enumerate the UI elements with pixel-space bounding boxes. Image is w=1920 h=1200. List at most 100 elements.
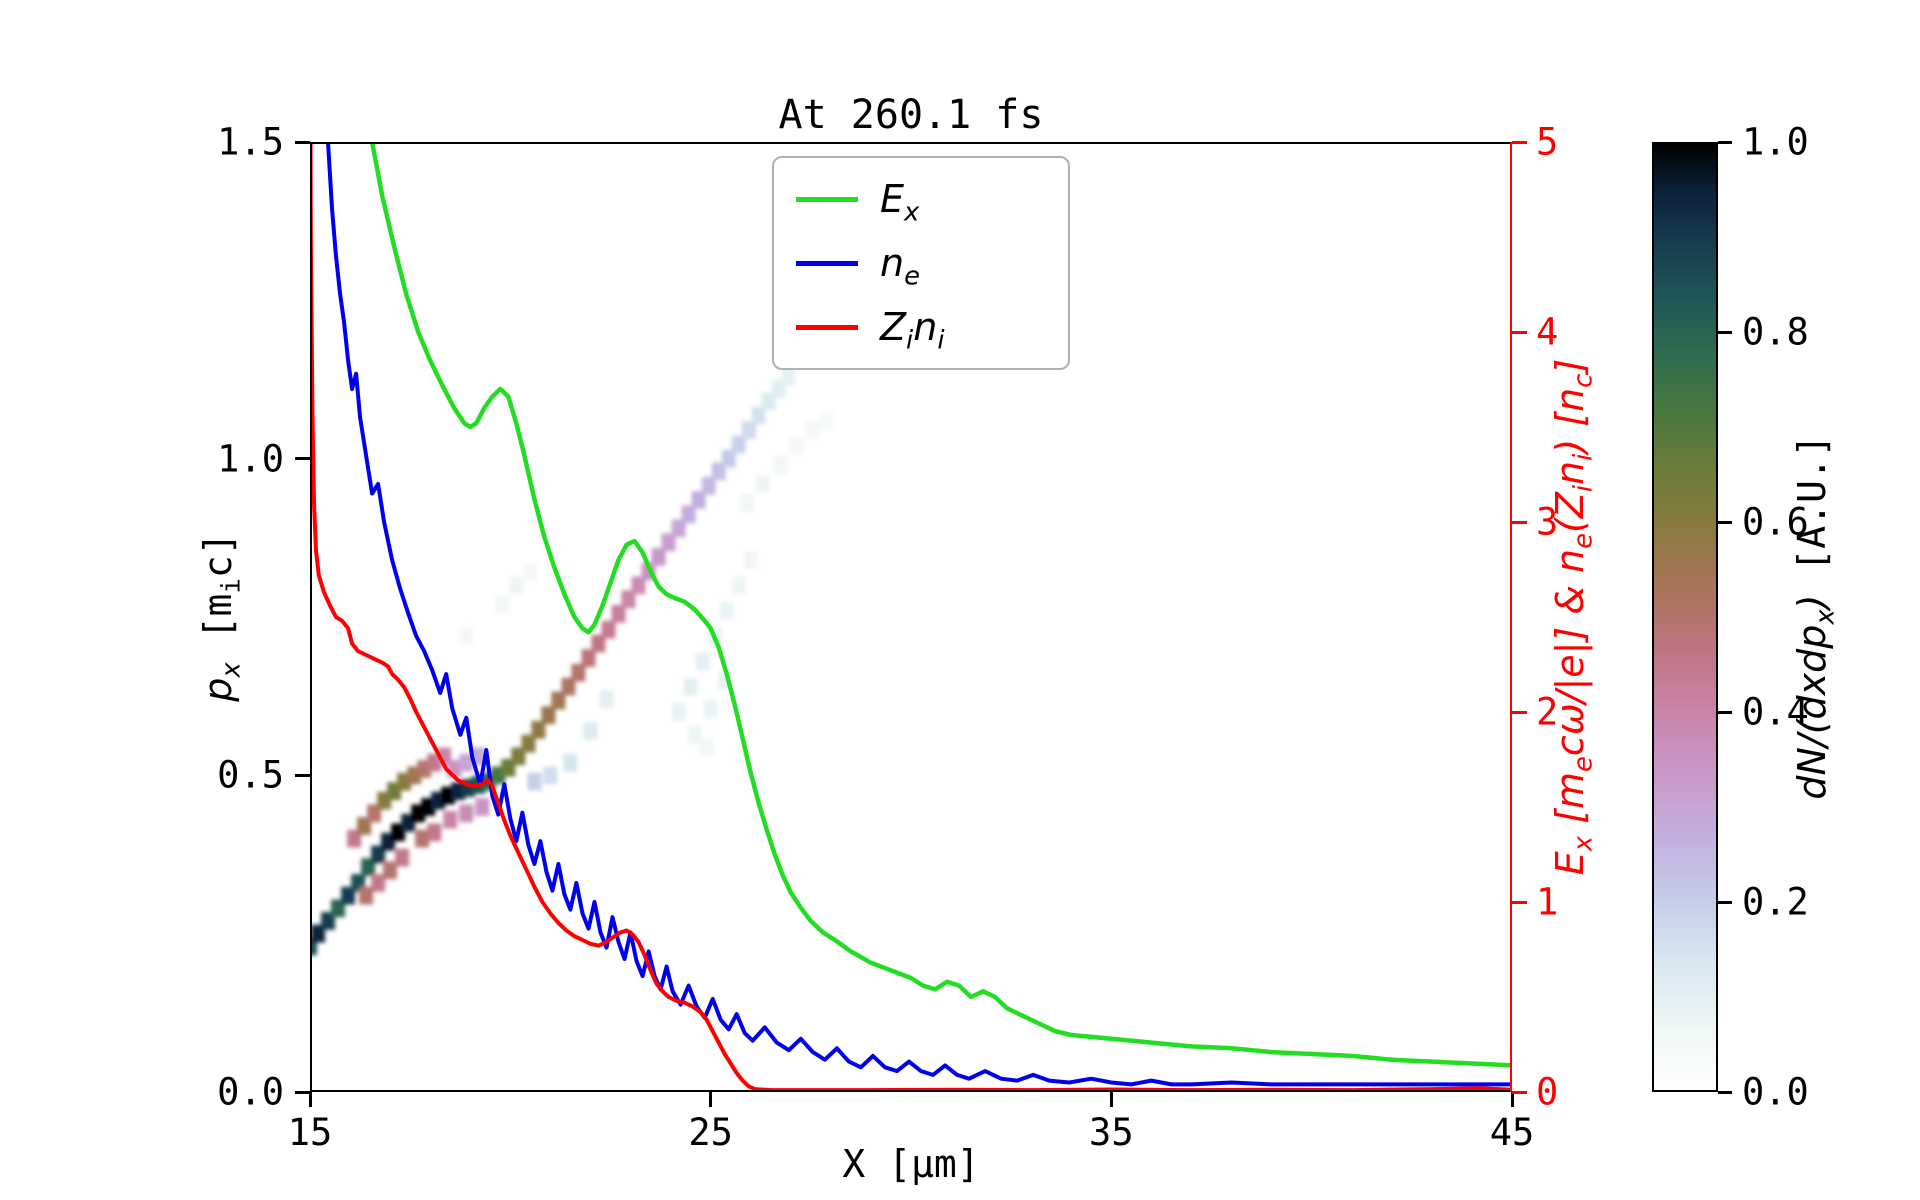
x-tick-label: 35 xyxy=(1089,1111,1134,1154)
x-tick-mark xyxy=(1510,1092,1514,1107)
heatmap-cell xyxy=(683,677,698,696)
heatmap-cell xyxy=(805,421,820,439)
y-left-label-unit: [mic] xyxy=(196,532,247,663)
series-line-Ex xyxy=(369,142,1512,1068)
heatmap-cell xyxy=(310,937,317,956)
colorbar-tick-mark xyxy=(1718,710,1732,714)
y-right-tick-label: 3 xyxy=(1536,500,1559,544)
heatmap-cell xyxy=(415,829,430,848)
x-tick-mark xyxy=(1109,1092,1113,1107)
heatmap-cell xyxy=(495,595,510,614)
y-left-label-math: px xyxy=(196,662,247,702)
heatmap-cell xyxy=(691,491,706,509)
heatmap-layer xyxy=(310,367,834,956)
heatmap-cell xyxy=(661,533,676,552)
y-left-tick-label: 0.5 xyxy=(217,753,284,797)
colorbar-label: dN/(dxdpx) [A.U.] xyxy=(1790,434,1841,799)
heatmap-cell xyxy=(731,435,746,454)
spine-left xyxy=(310,142,312,1092)
heatmap-cell xyxy=(611,605,626,623)
y-left-tick-label: 0.0 xyxy=(217,1070,284,1114)
heatmap-cell xyxy=(583,722,598,740)
heatmap-cell xyxy=(427,823,442,842)
colorbar-tick-mark xyxy=(1718,330,1732,334)
heatmap-cell xyxy=(563,753,578,772)
spine-top xyxy=(310,142,1512,144)
heatmap-cell xyxy=(781,367,796,386)
y-right-tick-mark xyxy=(1512,1090,1527,1094)
heatmap-cell xyxy=(671,519,686,538)
heatmap-cell xyxy=(743,551,758,569)
heatmap-cell xyxy=(621,590,636,609)
legend-row: ne xyxy=(796,241,1046,292)
colorbar-tick-label: 0.0 xyxy=(1742,1070,1809,1114)
heatmap-cell xyxy=(631,576,646,595)
x-tick-mark xyxy=(709,1092,713,1107)
heatmap-cell xyxy=(523,563,538,582)
heatmap-cell xyxy=(571,663,586,682)
legend-row: Zini xyxy=(796,305,1046,356)
colorbar-tick-mark xyxy=(1718,520,1732,524)
heatmap-cell xyxy=(561,677,576,696)
y-left-tick-label: 1.0 xyxy=(217,437,284,481)
heatmap-cell xyxy=(739,494,754,512)
heatmap-cell xyxy=(531,720,546,739)
legend-row: Ex xyxy=(796,177,1046,228)
legend-swatch xyxy=(796,196,858,202)
heatmap-cell xyxy=(601,620,616,639)
heatmap-cell xyxy=(721,449,736,468)
heatmap-cell xyxy=(699,738,714,756)
spine-bottom xyxy=(310,1090,1512,1092)
x-tick-mark xyxy=(308,1092,312,1107)
heatmap-cell xyxy=(701,477,716,495)
plot-area xyxy=(310,142,1512,1092)
colorbar xyxy=(1652,142,1718,1092)
heatmap-cell xyxy=(751,406,766,425)
legend-label: ne xyxy=(880,241,920,292)
heatmap-cell xyxy=(651,548,666,566)
legend: Ex ne Zini xyxy=(772,156,1070,370)
colorbar-tick-mark xyxy=(1718,1090,1732,1094)
heatmap-cell xyxy=(591,634,606,653)
colorbar-tick-label: 0.8 xyxy=(1742,310,1809,354)
colorbar-tick-mark xyxy=(1718,900,1732,904)
plot-canvas xyxy=(310,142,1512,1092)
heatmap-cell xyxy=(371,874,386,892)
chart-title: At 260.1 fs xyxy=(778,92,1044,138)
heatmap-cell xyxy=(551,691,566,710)
y-right-tick-label: 5 xyxy=(1536,120,1559,164)
heatmap-cell xyxy=(475,798,490,816)
colorbar-tick-label: 0.6 xyxy=(1742,500,1809,544)
heatmap-cell xyxy=(521,734,536,753)
x-axis-label: X [μm] xyxy=(842,1142,980,1186)
series-layer xyxy=(310,142,1512,1092)
y-left-tick-mark xyxy=(295,457,310,461)
heatmap-cell xyxy=(543,766,558,785)
heatmap-cell xyxy=(359,886,374,905)
x-tick-label: 45 xyxy=(1489,1111,1535,1154)
y-right-tick-mark xyxy=(1512,520,1527,524)
legend-label: Zini xyxy=(880,305,945,356)
heatmap-cell xyxy=(581,649,596,667)
y-right-tick-mark xyxy=(1512,710,1527,714)
heatmap-cell xyxy=(459,753,474,772)
heatmap-cell xyxy=(395,848,410,867)
y-left-tick-mark xyxy=(295,773,310,777)
heatmap-cell xyxy=(599,690,614,709)
heatmap-cell xyxy=(681,505,696,524)
y-right-tick-label: 0 xyxy=(1536,1070,1559,1114)
x-tick-label: 15 xyxy=(287,1111,333,1154)
legend-label: Ex xyxy=(880,177,920,228)
legend-swatch xyxy=(796,260,858,266)
heatmap-cell xyxy=(541,706,556,724)
series-line-ne xyxy=(325,142,1512,1087)
heatmap-cell xyxy=(695,652,710,671)
colorbar-tick-label: 1.0 xyxy=(1742,120,1809,164)
series-line-Zini xyxy=(310,142,1512,1092)
y-left-tick-label: 1.5 xyxy=(217,120,284,164)
heatmap-cell xyxy=(819,411,834,430)
heatmap-cell xyxy=(755,475,770,493)
heatmap-cell xyxy=(687,725,702,743)
y-left-tick-mark xyxy=(295,1090,310,1094)
